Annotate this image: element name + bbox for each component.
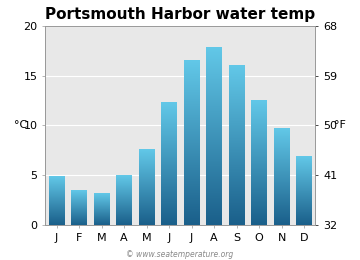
Y-axis label: °C: °C [14, 120, 27, 131]
Title: Portsmouth Harbor water temp: Portsmouth Harbor water temp [45, 7, 315, 22]
Y-axis label: °F: °F [334, 120, 346, 131]
Text: © www.seatemperature.org: © www.seatemperature.org [126, 250, 234, 259]
